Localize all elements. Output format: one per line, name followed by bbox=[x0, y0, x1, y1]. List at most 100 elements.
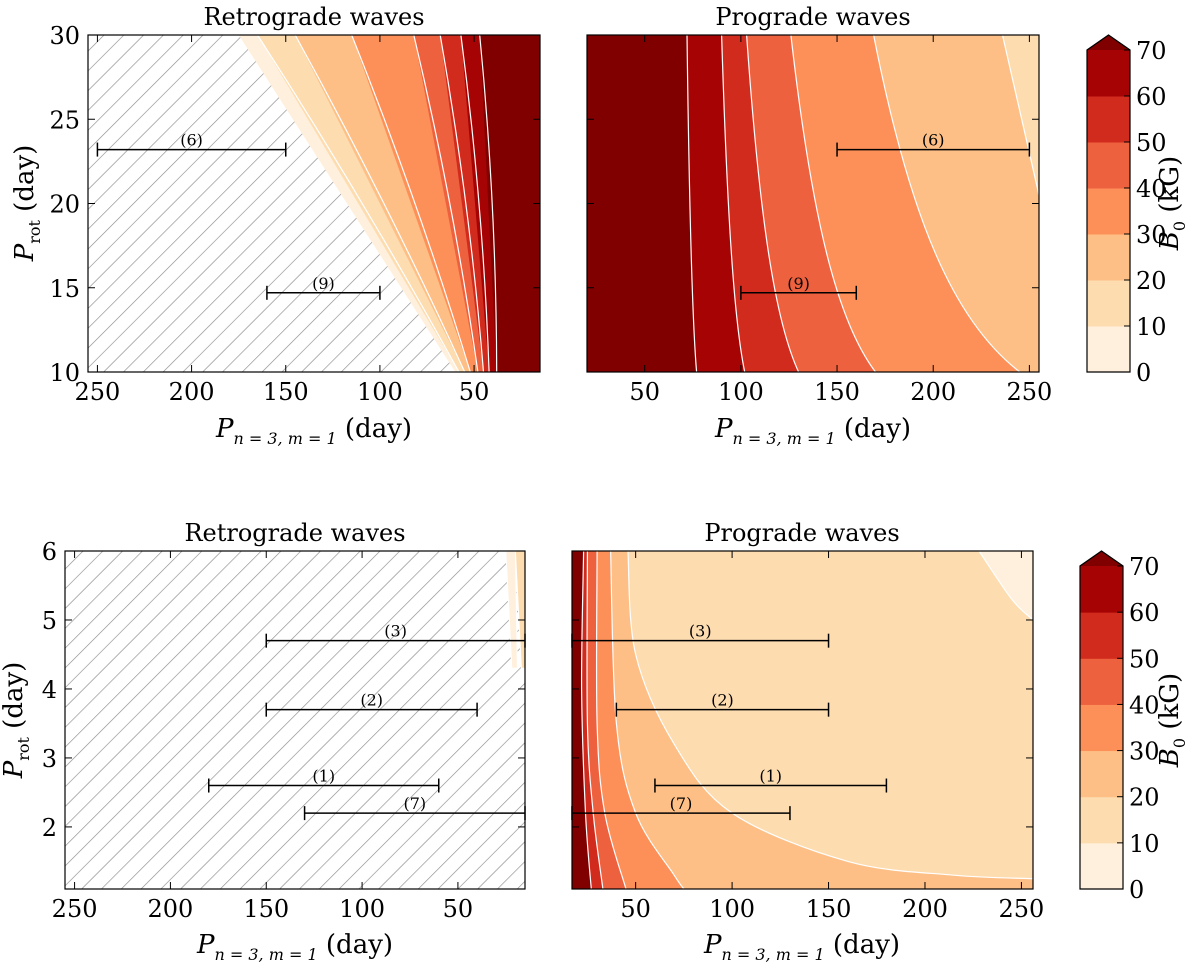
colorbar-label: B0 (kG) bbox=[1155, 156, 1189, 251]
colorbar-frame bbox=[1086, 34, 1131, 373]
colorbar-tick-label: 30 bbox=[1136, 221, 1167, 249]
colorbar-band bbox=[1087, 188, 1130, 235]
colorbar-band bbox=[1087, 142, 1130, 189]
x-ticks: 250 200 150 100 50 bbox=[75, 35, 490, 406]
y-ticks bbox=[587, 34, 1039, 373]
colorbar-band bbox=[1080, 658, 1123, 705]
y-ticks bbox=[572, 550, 1033, 828]
colorbar-tick-label: 10 bbox=[1136, 313, 1167, 341]
contour-band bbox=[979, 551, 1033, 620]
contour-line bbox=[1001, 35, 1039, 196]
x-tick-label: 100 bbox=[718, 378, 764, 406]
y-ticks: 10 15 20 25 30 bbox=[49, 22, 540, 387]
interval-label: (3) bbox=[689, 622, 712, 641]
interval-label: (9) bbox=[787, 274, 810, 293]
x-tick-label: 100 bbox=[357, 378, 403, 406]
x-tick-label: 200 bbox=[910, 378, 956, 406]
y-axis-label: Prot (day) bbox=[0, 662, 33, 780]
plot-frame bbox=[571, 550, 1034, 890]
x-tick-label: 50 bbox=[620, 895, 651, 923]
x-tick-label: 250 bbox=[999, 895, 1045, 923]
colorbar-tick-label: 60 bbox=[1136, 83, 1167, 111]
x-tick-label: 50 bbox=[459, 378, 490, 406]
colorbar-band bbox=[1087, 280, 1130, 327]
colorbar-band bbox=[1080, 704, 1123, 752]
x-tick-label: 250 bbox=[1006, 378, 1052, 406]
colorbar-band bbox=[1087, 96, 1130, 143]
colorbar-band bbox=[1080, 612, 1123, 659]
interval-label: (1) bbox=[759, 767, 782, 786]
contour-line bbox=[746, 35, 800, 372]
colorbar-tick-label: 40 bbox=[1129, 691, 1160, 719]
contour-line bbox=[439, 35, 485, 372]
contour-line bbox=[460, 35, 490, 372]
colorbar-tick-label: 60 bbox=[1129, 599, 1160, 627]
panel-title: Prograde waves bbox=[704, 519, 899, 547]
colorbar-band bbox=[1080, 566, 1123, 613]
colorbar-top: 0 10 20 30 40 50 60 70 B0 (kG) bbox=[1086, 34, 1189, 387]
colorbar-bottom: 0 10 20 30 40 50 60 70 B0 (kG) bbox=[1079, 550, 1189, 904]
x-tick-label: 150 bbox=[806, 895, 852, 923]
x-tick-label: 200 bbox=[148, 895, 194, 923]
y-tick-label: 20 bbox=[49, 191, 80, 219]
colorbar-bands bbox=[1086, 34, 1131, 373]
colorbar-extend bbox=[1080, 551, 1123, 566]
y-tick-label: 25 bbox=[49, 106, 80, 134]
colorbar-ticks: 0 10 20 30 40 50 60 70 bbox=[1124, 37, 1167, 387]
colorbar-label: B0 (kG) bbox=[1155, 673, 1189, 768]
contour-line bbox=[256, 35, 460, 372]
interval-label: (7) bbox=[670, 794, 693, 813]
x-axis-label: Pn = 3, m = 1 (day) bbox=[703, 930, 900, 964]
colorbar-tick-label: 0 bbox=[1136, 359, 1151, 387]
colorbar-tick-label: 0 bbox=[1129, 876, 1144, 904]
panel-bottom-right: Prograde waves 50 100 150 200 250 (3)(2)(1)(… bbox=[571, 519, 1045, 964]
x-axis-label: Pn = 3, m = 1 (day) bbox=[714, 414, 911, 448]
contour-line bbox=[978, 551, 1033, 621]
y-tick-label: 15 bbox=[49, 275, 80, 303]
contour-line bbox=[580, 551, 592, 889]
interval-label: (3) bbox=[384, 622, 407, 641]
colorbar-band bbox=[1080, 796, 1123, 844]
x-tick-label: 50 bbox=[629, 378, 660, 406]
x-axis-label: Pn = 3, m = 1 (day) bbox=[215, 414, 412, 448]
contour-line bbox=[479, 35, 498, 372]
plot-frame bbox=[64, 550, 526, 890]
x-tick-label: 250 bbox=[75, 378, 121, 406]
panel-top-left: Retrograde waves 250 200 150 100 50 10152025… bbox=[10, 3, 541, 448]
colorbar-band bbox=[1087, 326, 1130, 373]
contour-line bbox=[413, 35, 479, 372]
colorbar-tick-label: 40 bbox=[1136, 175, 1167, 203]
x-tick-label: 50 bbox=[443, 895, 474, 923]
colorbar-tick-label: 20 bbox=[1129, 784, 1160, 812]
y-tick-label: 5 bbox=[42, 607, 57, 635]
colorbar-tick-label: 50 bbox=[1129, 645, 1160, 673]
intervals: (6) (9) bbox=[96, 131, 381, 300]
interval-label: (2) bbox=[711, 691, 734, 710]
y-tick-label: 2 bbox=[42, 814, 57, 842]
contour-line bbox=[595, 551, 627, 889]
y-tick-label: 10 bbox=[49, 359, 80, 387]
y-axis-label: Prot (day) bbox=[10, 145, 44, 263]
panel-title: Retrograde waves bbox=[203, 3, 424, 31]
contour-band bbox=[505, 551, 518, 669]
interval-label: (6) bbox=[180, 131, 203, 150]
y-tick-label: 3 bbox=[42, 745, 57, 773]
contour-line bbox=[721, 35, 746, 372]
plot-area bbox=[88, 35, 540, 372]
x-tick-label: 150 bbox=[814, 378, 860, 406]
panel-top-right: Prograde waves 50 100 150 200 250 (6) (9) Pn … bbox=[586, 3, 1052, 448]
panel-title: Prograde waves bbox=[715, 3, 910, 31]
colorbar-tick-label: 50 bbox=[1136, 129, 1167, 157]
colorbar-tick-label: 70 bbox=[1136, 37, 1167, 65]
contour-line bbox=[790, 35, 876, 372]
y-ticks: 2 3 4 5 6 bbox=[42, 538, 525, 842]
x-tick-label: 250 bbox=[52, 895, 98, 923]
intervals: (3) (2) (1) (7) bbox=[208, 622, 526, 821]
x-tick-label: 200 bbox=[902, 895, 948, 923]
contour-band bbox=[479, 35, 540, 372]
contour-band bbox=[873, 35, 1039, 372]
x-ticks: 250 200 150 100 50 bbox=[52, 551, 474, 923]
contour-line bbox=[686, 35, 698, 372]
x-ticks: 50 100 150 200 250 bbox=[629, 35, 1052, 406]
intervals: (6) (9) bbox=[740, 131, 1031, 300]
